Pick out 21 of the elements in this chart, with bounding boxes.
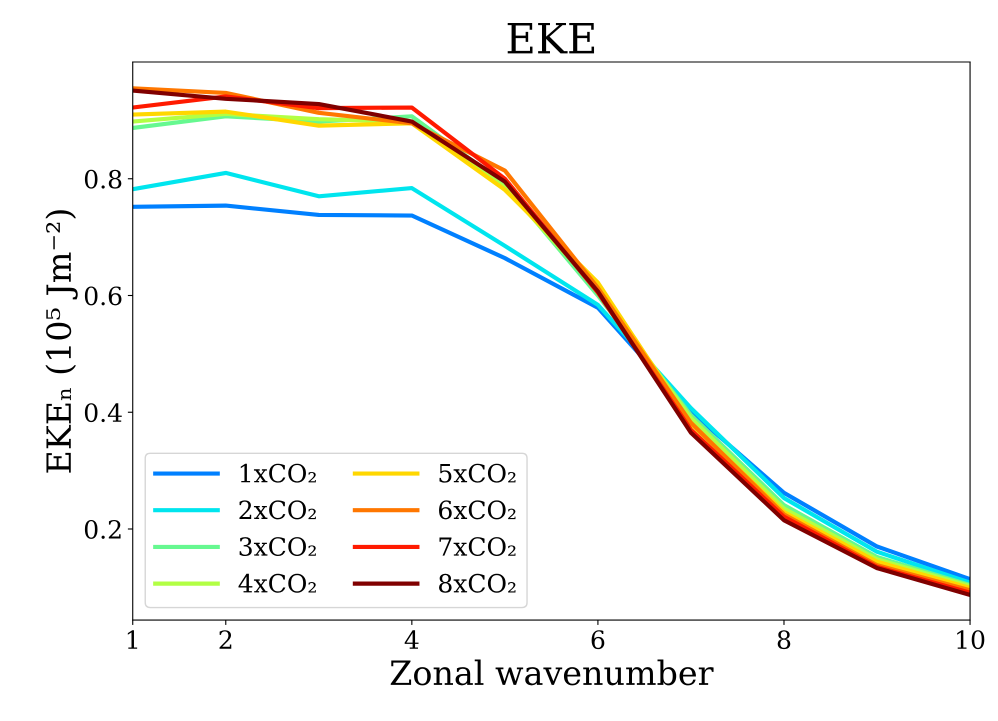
- legend-label: 4xCO₂: [238, 574, 316, 593]
- legend-label: 2xCO₂: [239, 500, 316, 520]
- y-axis-title: EKEₙ (10⁵ Jm⁻²): [45, 210, 78, 473]
- x-tick-label: 8: [778, 630, 790, 650]
- y-tick-label: 0.4: [84, 403, 122, 422]
- legend-label: 7xCO₂: [439, 537, 516, 556]
- legend-label: 5xCO₂: [440, 464, 516, 483]
- x-tick-label: 6: [592, 630, 604, 650]
- x-axis-title: Zonal wavenumber: [390, 660, 714, 686]
- chart-title: EKE: [508, 22, 594, 54]
- y-tick-label: 0.8: [84, 170, 122, 189]
- x-tick-label: 4: [404, 630, 419, 649]
- legend-label: 3xCO₂: [240, 537, 316, 556]
- x-tick-label: 10: [957, 630, 984, 650]
- legend-label: 1xCO₂: [240, 464, 316, 483]
- legend-label: 6xCO₂: [439, 500, 516, 520]
- legend-label: 8xCO₂: [439, 574, 516, 593]
- x-tick-label: 2: [220, 630, 232, 649]
- x-tick-label: 1: [128, 630, 138, 649]
- y-tick-label: 0.2: [84, 520, 121, 539]
- y-tick-label: 0.6: [84, 286, 122, 306]
